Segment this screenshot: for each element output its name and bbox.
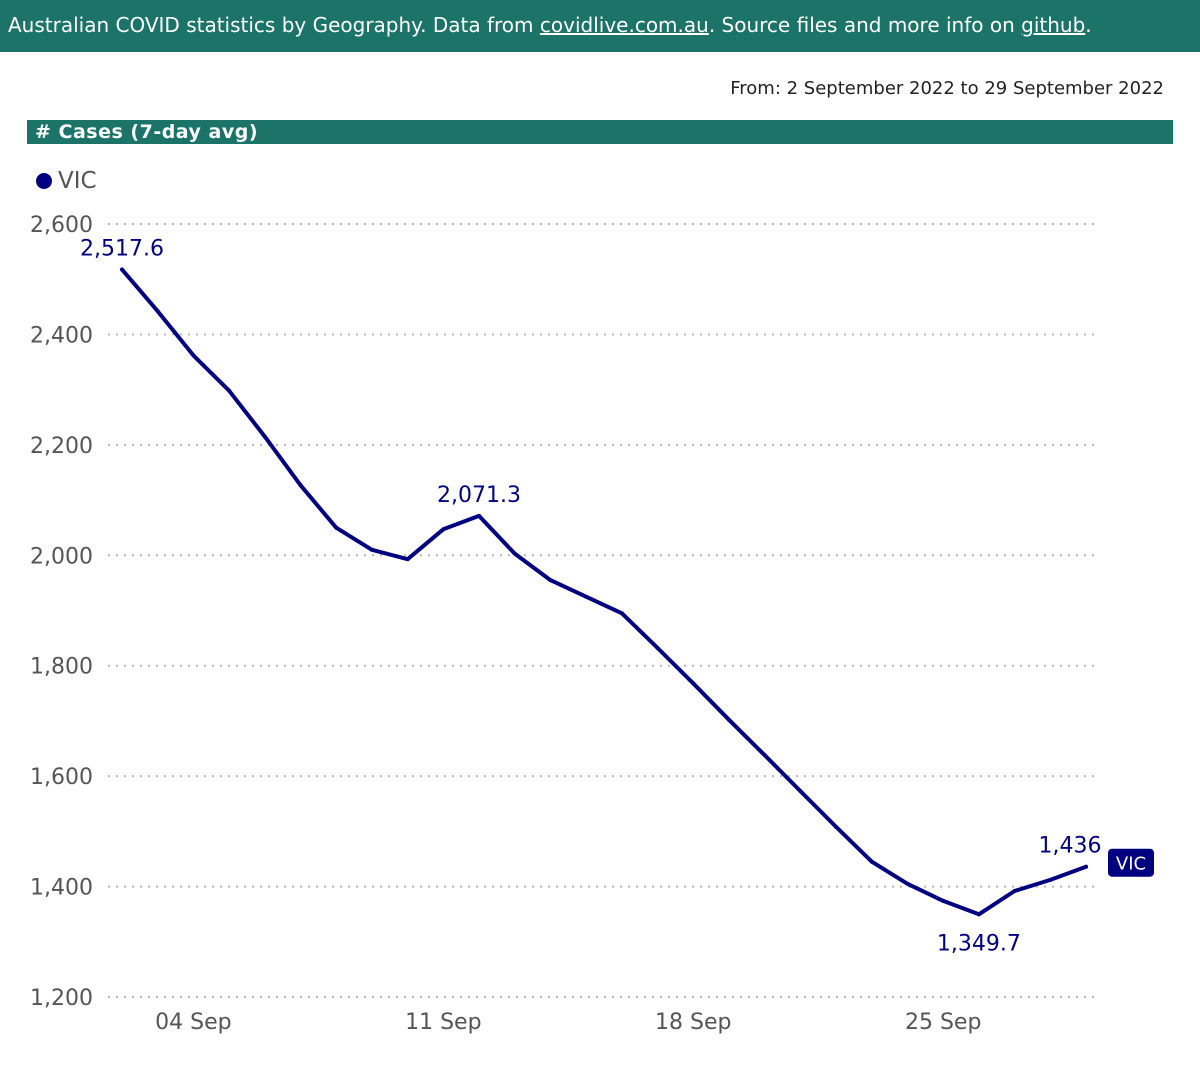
y-tick-label: 1,200 [30,986,93,1011]
legend-label-vic: VIC [58,168,97,194]
data-point [477,513,482,518]
data-point [762,753,767,758]
data-point [262,434,267,439]
legend-dot-icon [36,173,52,189]
data-point [976,912,981,917]
data-point [691,681,696,686]
data-point [834,824,839,829]
data-point [369,547,374,552]
banner-text-middle: . Source files and more info on [708,13,1022,37]
data-point [619,611,624,616]
data-point [905,881,910,886]
data-point [798,789,803,794]
data-point [227,388,232,393]
data-point [405,557,410,562]
top-banner: Australian COVID statistics by Geography… [0,0,1200,52]
y-tick-label: 2,600 [30,213,93,238]
banner-text-prefix: Australian COVID statistics by Geography… [8,13,540,37]
data-point [726,717,731,722]
data-label: 1,436 [1039,834,1102,859]
covidlive-link[interactable]: covidlive.com.au [539,13,709,37]
series-end-badge [1108,848,1154,877]
data-point [441,527,446,532]
data-point [1084,864,1088,869]
panel-title: # Cases (7-day avg) [27,120,1173,144]
data-point [655,646,660,651]
x-tick-label: 04 Sep [155,1010,231,1035]
data-point [512,551,517,556]
chart-legend: VIC [36,166,97,196]
x-tick-label: 18 Sep [655,1010,731,1035]
data-point [548,578,553,583]
data-point [941,898,946,903]
data-label: 2,071.3 [437,483,521,508]
y-tick-label: 1,600 [30,765,93,790]
data-point [334,525,339,530]
x-tick-label: 25 Sep [905,1010,981,1035]
y-tick-label: 1,400 [30,876,93,901]
data-point [155,309,160,314]
data-point [869,859,874,864]
y-tick-label: 2,400 [30,323,93,348]
series-end-label: VIC [1116,854,1146,875]
data-label: 1,349.7 [937,931,1021,956]
data-point [120,267,124,272]
data-point [1012,888,1017,893]
y-tick-label: 2,200 [30,434,93,459]
y-tick-label: 1,800 [30,655,93,680]
date-range: From: 2 September 2022 to 29 September 2… [730,78,1164,99]
github-link[interactable]: github [1021,13,1086,37]
banner-text-suffix: . [1085,13,1092,37]
series-line-vic [120,267,1088,917]
data-label: 2,517.6 [80,236,164,261]
x-tick-label: 11 Sep [405,1010,481,1035]
data-point [298,483,303,488]
data-point [1048,877,1053,882]
data-point [191,353,196,358]
y-tick-label: 2,000 [30,544,93,569]
data-point [584,594,589,599]
